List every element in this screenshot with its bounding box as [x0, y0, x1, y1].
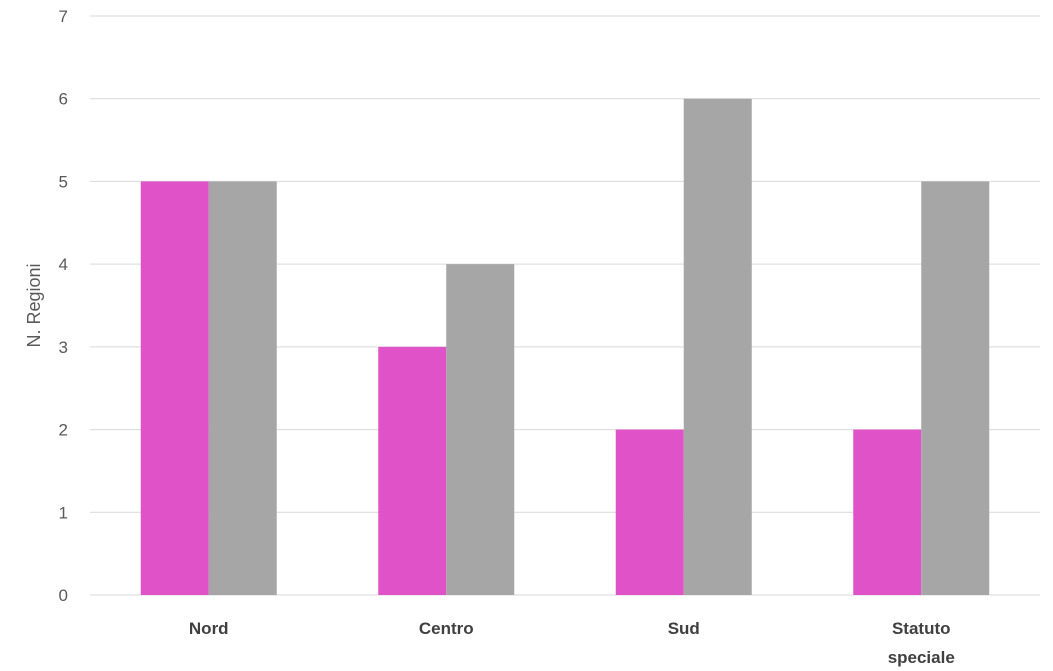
bar-series-2: [208, 181, 277, 595]
y-tick-label: 6: [59, 90, 68, 109]
x-category-label: Centro: [419, 619, 474, 638]
x-category-label-line: Centro: [419, 619, 474, 638]
x-category-label-line: Nord: [189, 619, 229, 638]
bar-series-1: [378, 346, 447, 595]
bar-series-2: [683, 98, 752, 595]
bar-series-1: [853, 429, 922, 595]
bar-series-2: [446, 264, 515, 595]
y-tick-label: 1: [59, 503, 68, 522]
x-category-label: Nord: [189, 619, 229, 638]
y-tick-label: 5: [59, 172, 68, 191]
y-tick-label: 2: [59, 421, 68, 440]
y-tick-label: 7: [59, 7, 68, 26]
bar-series-2: [921, 181, 990, 595]
y-axis-title: N. Regioni: [24, 263, 44, 347]
bars: [140, 98, 990, 595]
x-category-label-line: Statuto: [892, 619, 951, 638]
y-axis-ticks: 0 1 2 3 4 5 6 7: [59, 7, 68, 605]
x-axis-categories: Nord Centro Sud Statuto speciale: [189, 619, 955, 667]
bar-series-1: [615, 429, 684, 595]
x-category-label-line: speciale: [888, 648, 955, 667]
y-tick-label: 4: [59, 255, 68, 274]
x-category-label: Statuto speciale: [888, 619, 955, 667]
y-tick-label: 0: [59, 586, 68, 605]
bar-series-1: [140, 181, 209, 595]
y-tick-label: 3: [59, 338, 68, 357]
x-category-label-line: Sud: [668, 619, 700, 638]
x-category-label: Sud: [668, 619, 700, 638]
